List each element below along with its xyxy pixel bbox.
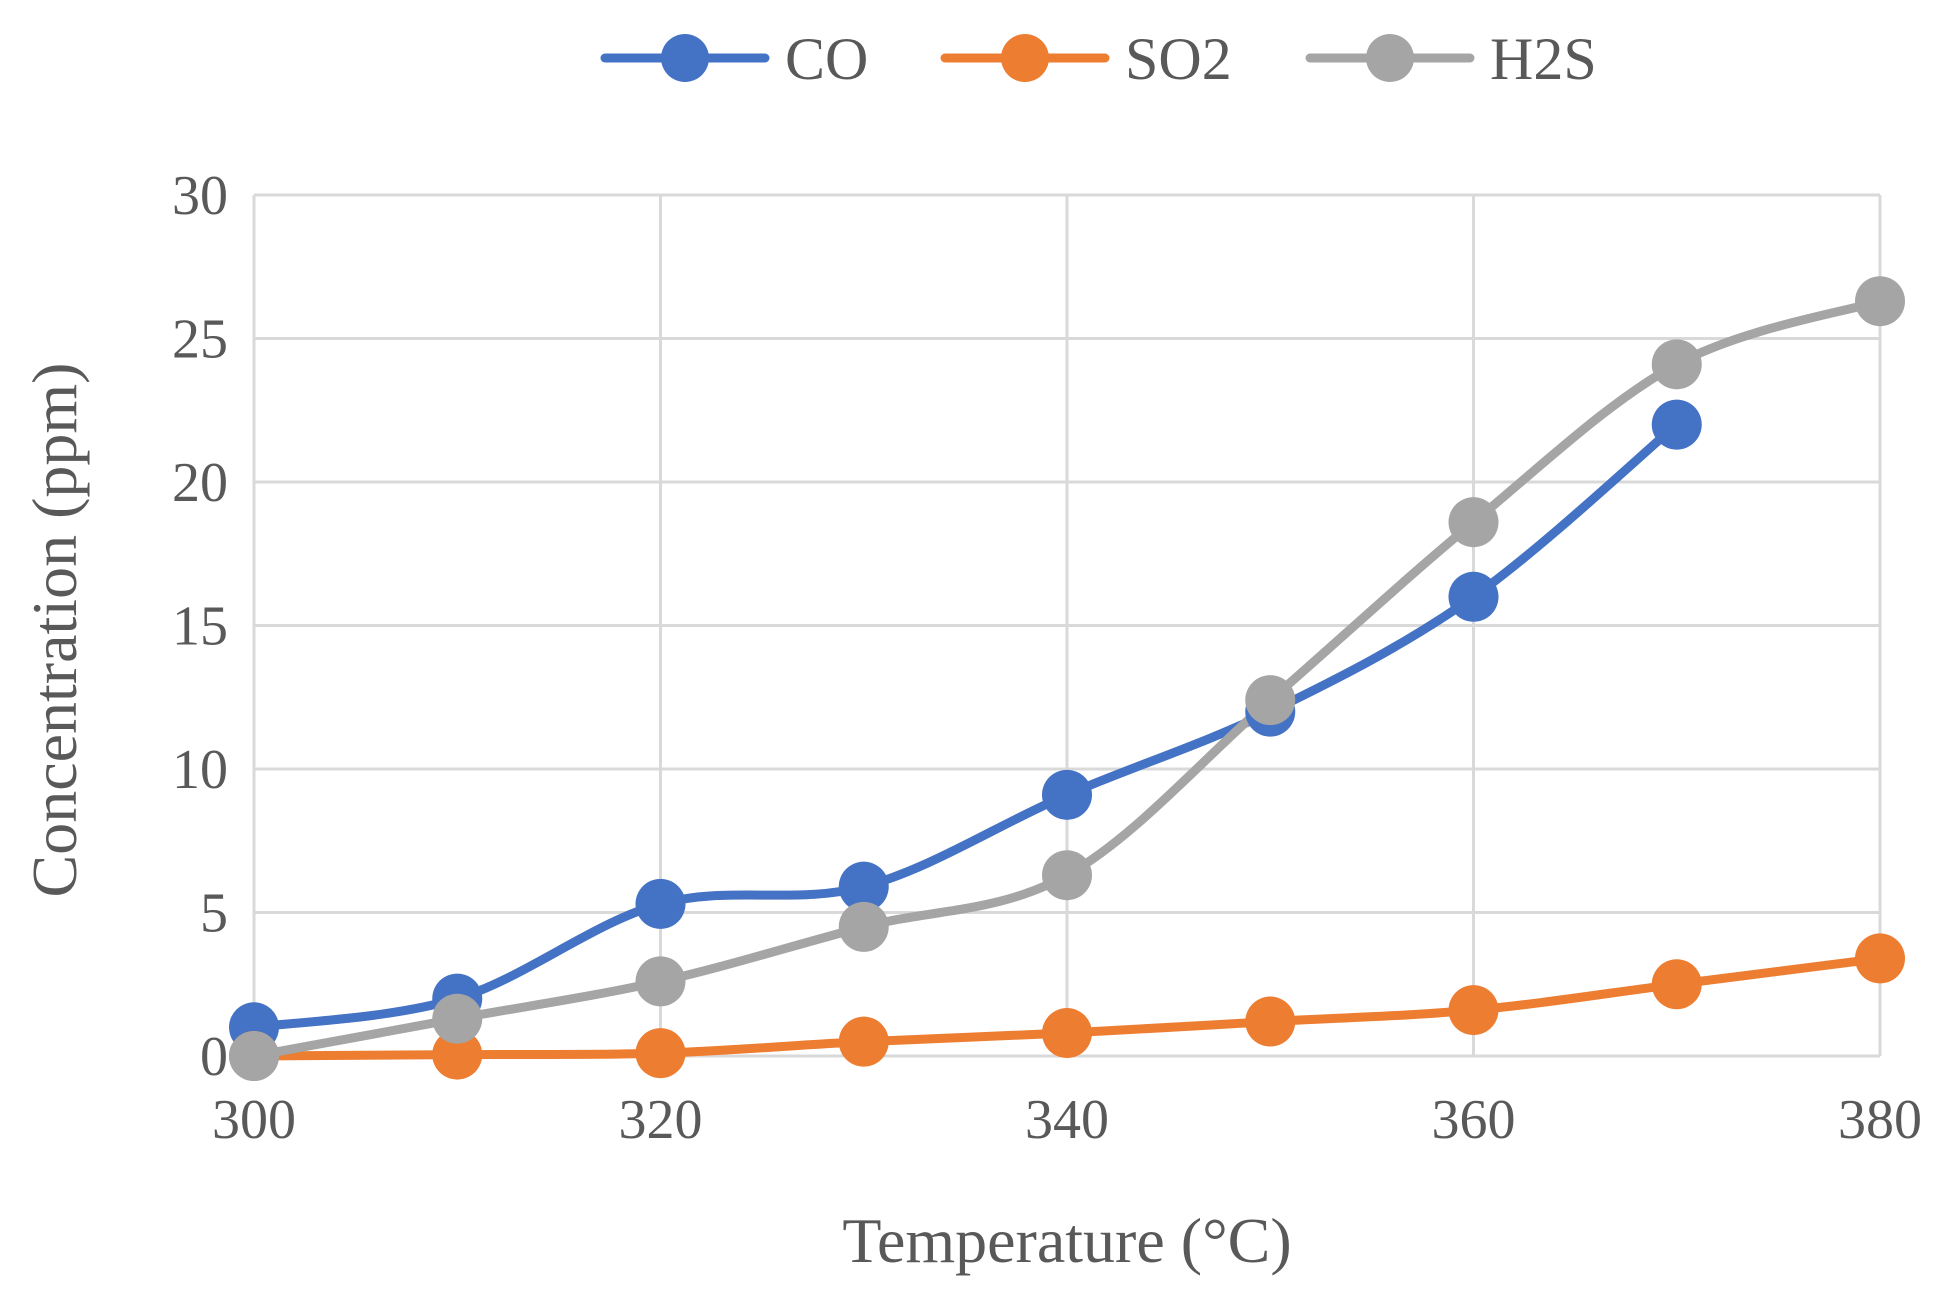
y-tick-label: 30 xyxy=(172,165,228,227)
data-point-co xyxy=(1042,769,1092,820)
data-point-so2 xyxy=(432,1029,483,1080)
data-point-h2s xyxy=(1651,339,1702,390)
data-point-co xyxy=(1448,571,1499,622)
y-tick-label: 15 xyxy=(172,596,228,658)
x-tick-label: 380 xyxy=(1838,1089,1922,1151)
y-tick-label: 0 xyxy=(200,1026,228,1088)
series-line-h2s xyxy=(249,296,1885,1061)
data-point-co xyxy=(635,878,686,929)
y-axis-title: Concentration (ppm) xyxy=(19,363,90,898)
data-point-h2s xyxy=(1448,497,1499,548)
legend: CO SO2 H2S xyxy=(600,26,1597,92)
data-point-so2 xyxy=(1448,985,1499,1036)
data-point-h2s xyxy=(1245,675,1296,726)
legend-marker-so2 xyxy=(1001,34,1049,82)
y-tick-label: 20 xyxy=(172,452,228,514)
y-tick-label: 25 xyxy=(172,309,228,371)
grid xyxy=(252,193,1882,1058)
data-point-h2s xyxy=(432,993,483,1044)
x-tick-label: 300 xyxy=(212,1089,296,1151)
data-point-h2s xyxy=(229,1031,279,1081)
y-tick-label: 5 xyxy=(200,883,228,945)
legend-marker-h2s xyxy=(1366,34,1414,82)
data-point-so2 xyxy=(1651,959,1702,1010)
data-point-so2 xyxy=(635,1028,686,1079)
legend-marker-co xyxy=(661,34,709,82)
data-point-h2s xyxy=(635,956,686,1007)
data-point-so2 xyxy=(1042,1008,1092,1059)
x-axis-title: Temperature (°C) xyxy=(842,1205,1291,1276)
legend-label-h2s: H2S xyxy=(1490,26,1597,92)
x-tick-label: 360 xyxy=(1432,1089,1516,1151)
series-markers xyxy=(229,276,1905,1081)
data-point-so2 xyxy=(838,1016,889,1067)
data-point-h2s xyxy=(838,901,889,952)
legend-label-co: CO xyxy=(785,26,868,92)
x-tick-label: 320 xyxy=(619,1089,703,1151)
x-tick-label: 340 xyxy=(1025,1089,1109,1151)
legend-label-so2: SO2 xyxy=(1125,26,1232,92)
data-point-h2s xyxy=(1855,276,1905,327)
y-tick-label: 10 xyxy=(172,739,228,801)
data-point-co xyxy=(838,861,889,912)
data-point-so2 xyxy=(1245,996,1296,1047)
data-point-so2 xyxy=(1855,933,1905,984)
data-point-co xyxy=(1651,399,1702,450)
axes: 0 5 10 15 20 25 30 300 320 340 360 380 xyxy=(172,165,1922,1151)
data-point-h2s xyxy=(1042,850,1092,901)
